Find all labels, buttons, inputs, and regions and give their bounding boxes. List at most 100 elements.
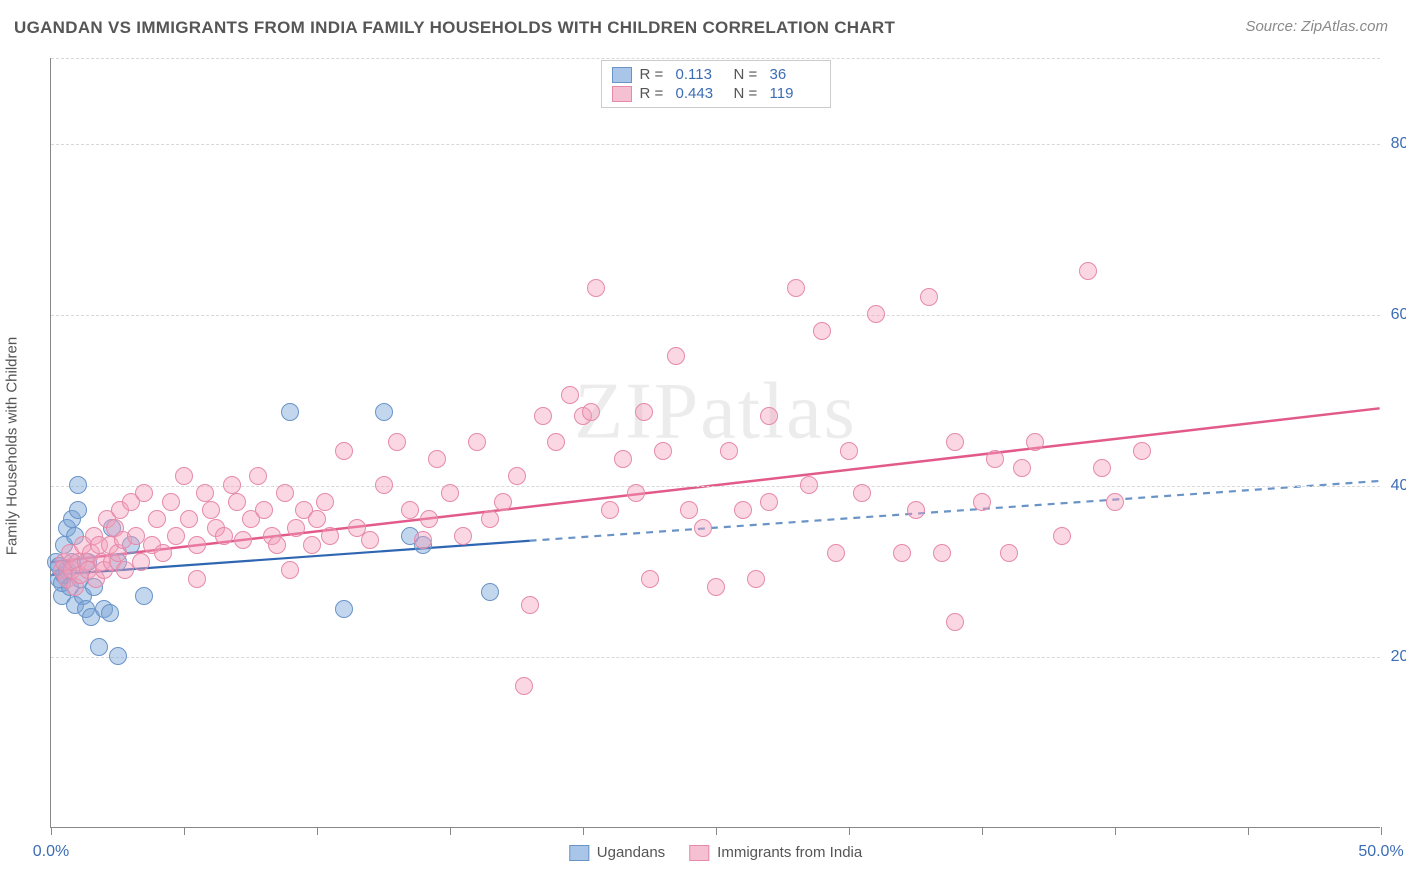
- y-tick-label: 20.0%: [1391, 648, 1406, 666]
- data-point: [428, 450, 446, 468]
- plot-area: ZIPatlas R =0.113N =36R =0.443N =119 Uga…: [50, 58, 1380, 828]
- data-point: [853, 484, 871, 502]
- data-point: [840, 442, 858, 460]
- data-point: [175, 467, 193, 485]
- data-point: [361, 531, 379, 549]
- data-point: [787, 279, 805, 297]
- data-point: [148, 510, 166, 528]
- data-point: [441, 484, 459, 502]
- data-point: [1000, 544, 1018, 562]
- data-point: [234, 531, 252, 549]
- bottom-legend: Ugandans Immigrants from India: [569, 844, 862, 861]
- x-tick-label: 50.0%: [1358, 843, 1403, 861]
- data-point: [335, 600, 353, 618]
- data-point: [707, 578, 725, 596]
- data-point: [281, 403, 299, 421]
- x-tick: [317, 827, 318, 835]
- data-point: [223, 476, 241, 494]
- data-point: [694, 519, 712, 537]
- data-point: [813, 322, 831, 340]
- data-point: [654, 442, 672, 460]
- data-point: [268, 536, 286, 554]
- legend-swatch: [689, 845, 709, 861]
- watermark-text: ZIPatlas: [574, 366, 857, 457]
- data-point: [760, 407, 778, 425]
- data-point: [933, 544, 951, 562]
- data-point: [196, 484, 214, 502]
- x-tick: [450, 827, 451, 835]
- chart-title: UGANDAN VS IMMIGRANTS FROM INDIA FAMILY …: [14, 18, 895, 38]
- data-point: [1093, 459, 1111, 477]
- stats-legend: R =0.113N =36R =0.443N =119: [601, 60, 831, 108]
- stat-r-value: 0.443: [676, 85, 726, 102]
- trend-lines: [51, 58, 1380, 827]
- data-point: [973, 493, 991, 511]
- x-tick: [51, 827, 52, 835]
- chart-container: UGANDAN VS IMMIGRANTS FROM INDIA FAMILY …: [0, 0, 1406, 892]
- data-point: [388, 433, 406, 451]
- data-point: [154, 544, 172, 562]
- data-point: [335, 442, 353, 460]
- data-point: [800, 476, 818, 494]
- data-point: [468, 433, 486, 451]
- stat-legend-row: R =0.443N =119: [612, 84, 820, 103]
- data-point: [481, 510, 499, 528]
- gridline: [51, 486, 1380, 487]
- data-point: [167, 527, 185, 545]
- data-point: [375, 476, 393, 494]
- stat-r-label: R =: [640, 66, 668, 83]
- data-point: [287, 519, 305, 537]
- x-tick: [1248, 827, 1249, 835]
- data-point: [907, 501, 925, 519]
- data-point: [308, 510, 326, 528]
- x-tick: [1115, 827, 1116, 835]
- data-point: [561, 386, 579, 404]
- legend-swatch: [612, 67, 632, 83]
- stat-n-value: 36: [770, 66, 820, 83]
- data-point: [734, 501, 752, 519]
- data-point: [827, 544, 845, 562]
- data-point: [1106, 493, 1124, 511]
- x-tick: [849, 827, 850, 835]
- y-axis-label: Family Households with Children: [4, 337, 21, 555]
- data-point: [614, 450, 632, 468]
- data-point: [893, 544, 911, 562]
- data-point: [135, 484, 153, 502]
- data-point: [508, 467, 526, 485]
- data-point: [720, 442, 738, 460]
- data-point: [69, 501, 87, 519]
- data-point: [132, 553, 150, 571]
- data-point: [582, 403, 600, 421]
- data-point: [420, 510, 438, 528]
- data-point: [1133, 442, 1151, 460]
- data-point: [255, 501, 273, 519]
- x-tick: [1381, 827, 1382, 835]
- bottom-legend-item: Immigrants from India: [689, 844, 862, 861]
- x-tick-label: 0.0%: [33, 843, 69, 861]
- y-tick-label: 40.0%: [1391, 477, 1406, 495]
- data-point: [946, 433, 964, 451]
- stat-legend-row: R =0.113N =36: [612, 65, 820, 84]
- data-point: [101, 604, 119, 622]
- legend-label: Ugandans: [597, 844, 665, 861]
- data-point: [481, 583, 499, 601]
- stat-r-label: R =: [640, 85, 668, 102]
- data-point: [109, 647, 127, 665]
- data-point: [635, 403, 653, 421]
- x-tick: [583, 827, 584, 835]
- data-point: [946, 613, 964, 631]
- stat-n-value: 119: [770, 85, 820, 102]
- legend-swatch: [569, 845, 589, 861]
- data-point: [162, 493, 180, 511]
- data-point: [986, 450, 1004, 468]
- data-point: [281, 561, 299, 579]
- gridline: [51, 657, 1380, 658]
- data-point: [202, 501, 220, 519]
- gridline: [51, 144, 1380, 145]
- data-point: [587, 279, 605, 297]
- data-point: [303, 536, 321, 554]
- data-point: [601, 501, 619, 519]
- data-point: [920, 288, 938, 306]
- x-tick: [184, 827, 185, 835]
- legend-swatch: [612, 86, 632, 102]
